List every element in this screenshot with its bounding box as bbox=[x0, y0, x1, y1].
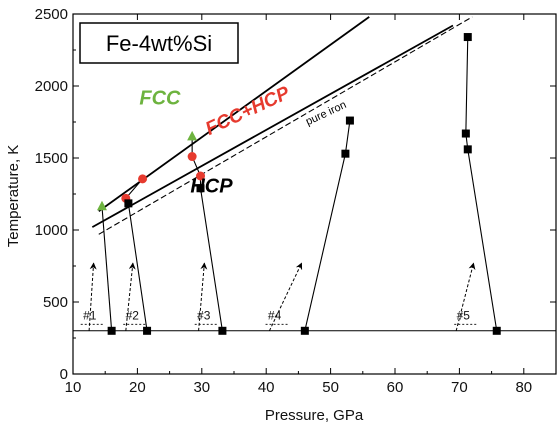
run-2-arrow bbox=[125, 262, 136, 331]
x-tick-label: 80 bbox=[515, 379, 532, 396]
hcp-point bbox=[463, 145, 472, 154]
x-tick-label: 70 bbox=[451, 379, 468, 396]
fcc-hcp-point bbox=[138, 174, 148, 184]
axis-ticks: 10 20 30 40 50 60 70 80 0 500 1000 1500 2000 2500 bbox=[35, 6, 533, 396]
y-tick-label: 500 bbox=[43, 294, 68, 311]
run-3-arrow bbox=[198, 262, 208, 331]
x-tick-label: 50 bbox=[322, 379, 339, 396]
hcp-point bbox=[300, 326, 309, 335]
x-tick-label: 40 bbox=[258, 379, 275, 396]
chart-title: Fe-4wt%Si bbox=[106, 31, 212, 56]
fcc-point bbox=[187, 130, 198, 141]
fcc-hcp-point bbox=[196, 171, 206, 181]
hcp-point bbox=[143, 326, 152, 335]
run-3-label: #3 bbox=[197, 308, 211, 322]
hcp-point bbox=[107, 326, 116, 335]
run-5-label: #5 bbox=[457, 308, 471, 322]
y-axis-label: Temperature, K bbox=[5, 145, 22, 248]
run-2-label: #2 bbox=[126, 308, 140, 322]
run-5-path bbox=[465, 37, 498, 331]
phase-label-hcp: HCP bbox=[190, 176, 233, 198]
run-1-label: #1 bbox=[83, 308, 97, 322]
phase-boundary-pure-iron bbox=[98, 16, 473, 235]
run-1-arrow bbox=[88, 262, 97, 331]
phase-label-fcc-hcp: FCC+HCP bbox=[202, 83, 293, 140]
hcp-point bbox=[345, 116, 354, 125]
y-tick-label: 1000 bbox=[35, 222, 68, 239]
chart-title-box: Fe-4wt%Si bbox=[79, 22, 239, 64]
phase-label-pure-iron: pure iron bbox=[304, 99, 348, 128]
hcp-point bbox=[492, 326, 501, 335]
run-4-arrow bbox=[268, 262, 303, 332]
plot-frame bbox=[72, 13, 557, 375]
x-tick-label: 10 bbox=[65, 379, 82, 396]
phase-boundary-lower bbox=[91, 24, 454, 228]
chart-title-frame bbox=[79, 22, 239, 64]
run-5-arrow bbox=[455, 262, 476, 331]
x-tick-label: 60 bbox=[387, 379, 404, 396]
chart-content: #1 #2 #3 #4 #5 FCC FCC+HCP HCP pure iron bbox=[72, 13, 556, 375]
y-tick-label: 1500 bbox=[35, 150, 68, 167]
phase-label-fcc: FCC bbox=[139, 88, 181, 110]
hcp-point bbox=[218, 326, 227, 335]
run-4-label: #4 bbox=[268, 308, 282, 322]
hcp-point bbox=[461, 129, 470, 138]
y-tick-label: 0 bbox=[60, 366, 68, 383]
fcc-point bbox=[96, 200, 107, 211]
x-tick-label: 20 bbox=[129, 379, 146, 396]
y-tick-label: 2500 bbox=[35, 6, 68, 23]
x-tick-label: 30 bbox=[193, 379, 210, 396]
x-axis-label: Pressure, GPa bbox=[265, 407, 364, 424]
fcc-hcp-point bbox=[187, 152, 197, 162]
hcp-point bbox=[124, 199, 133, 208]
run-1-path bbox=[101, 206, 113, 331]
hcp-point bbox=[463, 33, 472, 42]
hcp-point bbox=[341, 149, 350, 158]
y-tick-label: 2000 bbox=[35, 78, 68, 95]
hcp-point bbox=[196, 184, 205, 193]
